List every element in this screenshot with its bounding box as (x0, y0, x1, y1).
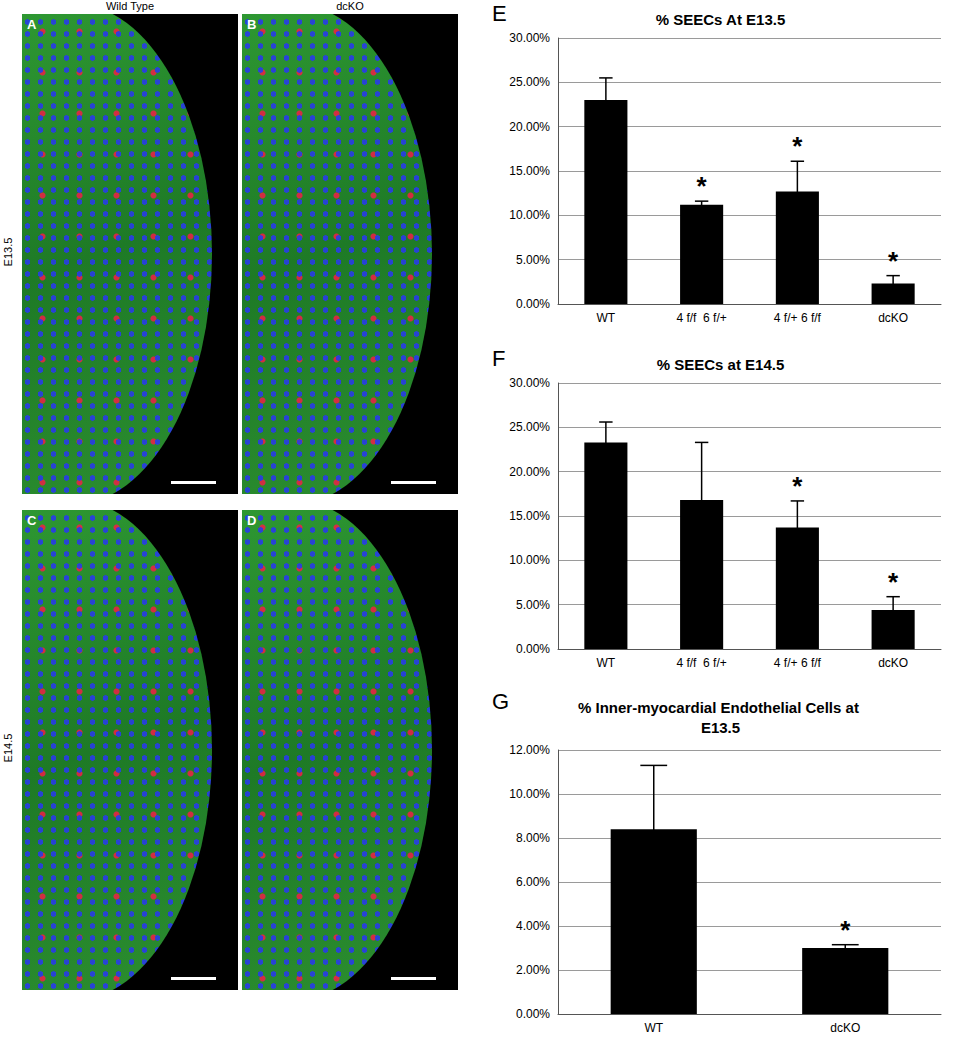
svg-text:*: * (840, 915, 851, 945)
svg-text:% Inner-myocardial Endothelial: % Inner-myocardial Endothelial Cells at (578, 699, 863, 716)
svg-text:30.00%: 30.00% (509, 31, 550, 45)
svg-text:E: E (492, 1, 507, 26)
svg-text:WT: WT (644, 1021, 663, 1035)
html-text:D: D (247, 513, 257, 528)
svg-text:*: * (792, 471, 803, 501)
svg-text:4.00%: 4.00% (516, 919, 550, 933)
svg-text:dcKO: dcKO (878, 311, 908, 325)
svg-text:15.00%: 15.00% (509, 509, 550, 523)
svg-text:6.00%: 6.00% (516, 875, 550, 889)
svg-text:F: F (492, 346, 505, 371)
svg-text:dcKO: dcKO (878, 656, 908, 670)
svg-text:WT: WT (597, 311, 616, 325)
svg-text:4 f/+ 6 f/f: 4 f/+ 6 f/f (774, 311, 822, 325)
svg-text:25.00%: 25.00% (509, 420, 550, 434)
svg-text:12.00%: 12.00% (509, 743, 550, 757)
svg-text:10.00%: 10.00% (509, 787, 550, 801)
html-text:dcKO: dcKO (336, 0, 364, 12)
svg-text:G: G (492, 689, 509, 714)
svg-text:20.00%: 20.00% (509, 120, 550, 134)
svg-text:10.00%: 10.00% (509, 553, 550, 567)
svg-text:% SEECs at E14.5: % SEECs at E14.5 (657, 356, 785, 373)
svg-text:4 f/f 6 f/+: 4 f/f 6 f/+ (676, 311, 726, 325)
svg-text:10.00%: 10.00% (509, 208, 550, 222)
svg-text:*: * (888, 567, 899, 597)
svg-text:0.00%: 0.00% (516, 297, 550, 311)
html-text:A: A (27, 17, 37, 32)
svg-text:30.00%: 30.00% (509, 376, 550, 390)
svg-text:0.00%: 0.00% (516, 642, 550, 656)
svg-text:% SEECs At E13.5: % SEECs At E13.5 (656, 11, 786, 28)
svg-text:15.00%: 15.00% (509, 164, 550, 178)
svg-text:20.00%: 20.00% (509, 465, 550, 479)
svg-text:dcKO: dcKO (830, 1021, 860, 1035)
svg-text:8.00%: 8.00% (516, 831, 550, 845)
svg-text:0.00%: 0.00% (516, 1007, 550, 1021)
svg-text:5.00%: 5.00% (516, 598, 550, 612)
html-text:C: C (27, 513, 37, 528)
svg-text:4 f/f 6 f/+: 4 f/f 6 f/+ (676, 656, 726, 670)
svg-text:25.00%: 25.00% (509, 75, 550, 89)
svg-text:4 f/+ 6 f/f: 4 f/+ 6 f/f (774, 656, 822, 670)
svg-text:2.00%: 2.00% (516, 963, 550, 977)
html-text:E13.5: E13.5 (2, 237, 14, 267)
svg-text:*: * (792, 131, 803, 161)
svg-text:WT: WT (597, 656, 616, 670)
html-text:B: B (247, 17, 257, 32)
svg-text:*: * (888, 246, 899, 276)
svg-text:5.00%: 5.00% (516, 253, 550, 267)
html-text:E14.5: E14.5 (2, 733, 14, 763)
html-text:Wild Type: Wild Type (106, 0, 154, 12)
svg-text:E13.5: E13.5 (701, 719, 740, 736)
svg-text:*: * (697, 171, 708, 201)
